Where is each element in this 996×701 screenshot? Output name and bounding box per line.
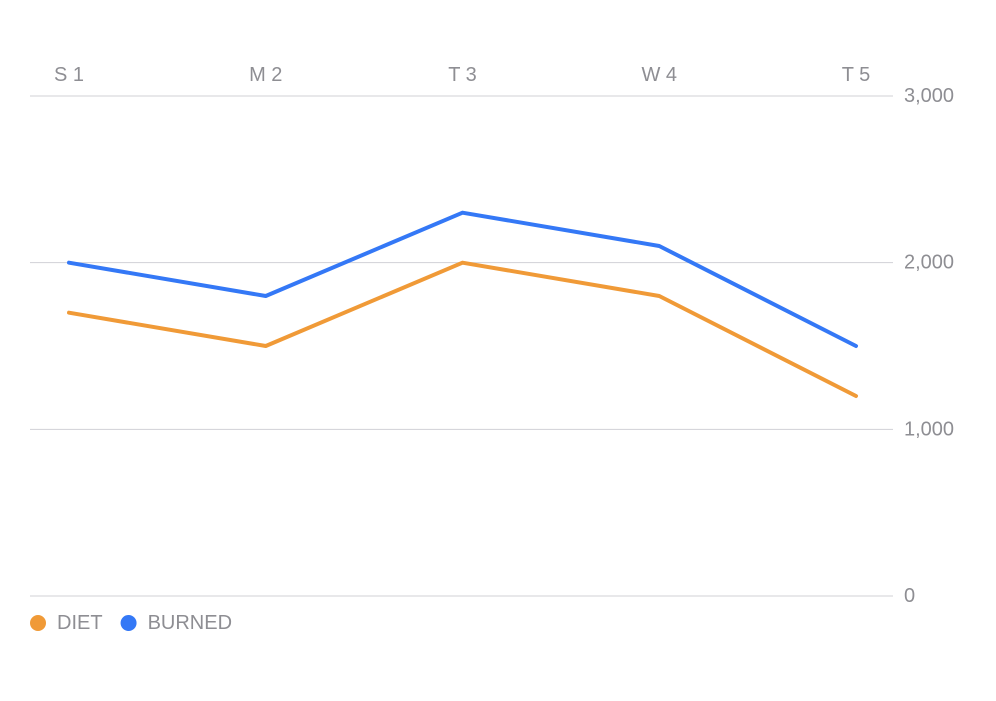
legend-label-burned: BURNED [148,612,232,634]
x-tick-label-5: T 5 [842,64,871,86]
legend-label-diet: DIET [57,612,103,634]
series-lines [67,210,858,398]
x-tick-label-1: S 1 [54,64,84,86]
legend-dot-diet [30,615,46,631]
series-line-burned [67,210,858,348]
series-line-diet [67,260,858,398]
y-tick-label-0: 0 [904,585,915,607]
y-tick-label-3000: 3,000 [904,85,954,107]
x-tick-label-2: M 2 [249,64,282,86]
x-tick-label-4: W 4 [641,64,677,86]
legend-dot-burned [120,615,137,631]
x-axis-tick-labels: S 1 M 2 T 3 W 4 T 5 [54,64,870,86]
y-tick-label-2000: 2,000 [904,252,954,274]
legend: DIET BURNED [30,612,232,634]
grid-lines [30,95,893,597]
y-tick-label-1000: 1,000 [904,418,954,440]
y-axis-tick-labels: 0 1,000 2,000 3,000 [904,85,954,607]
x-tick-label-3: T 3 [448,64,477,86]
